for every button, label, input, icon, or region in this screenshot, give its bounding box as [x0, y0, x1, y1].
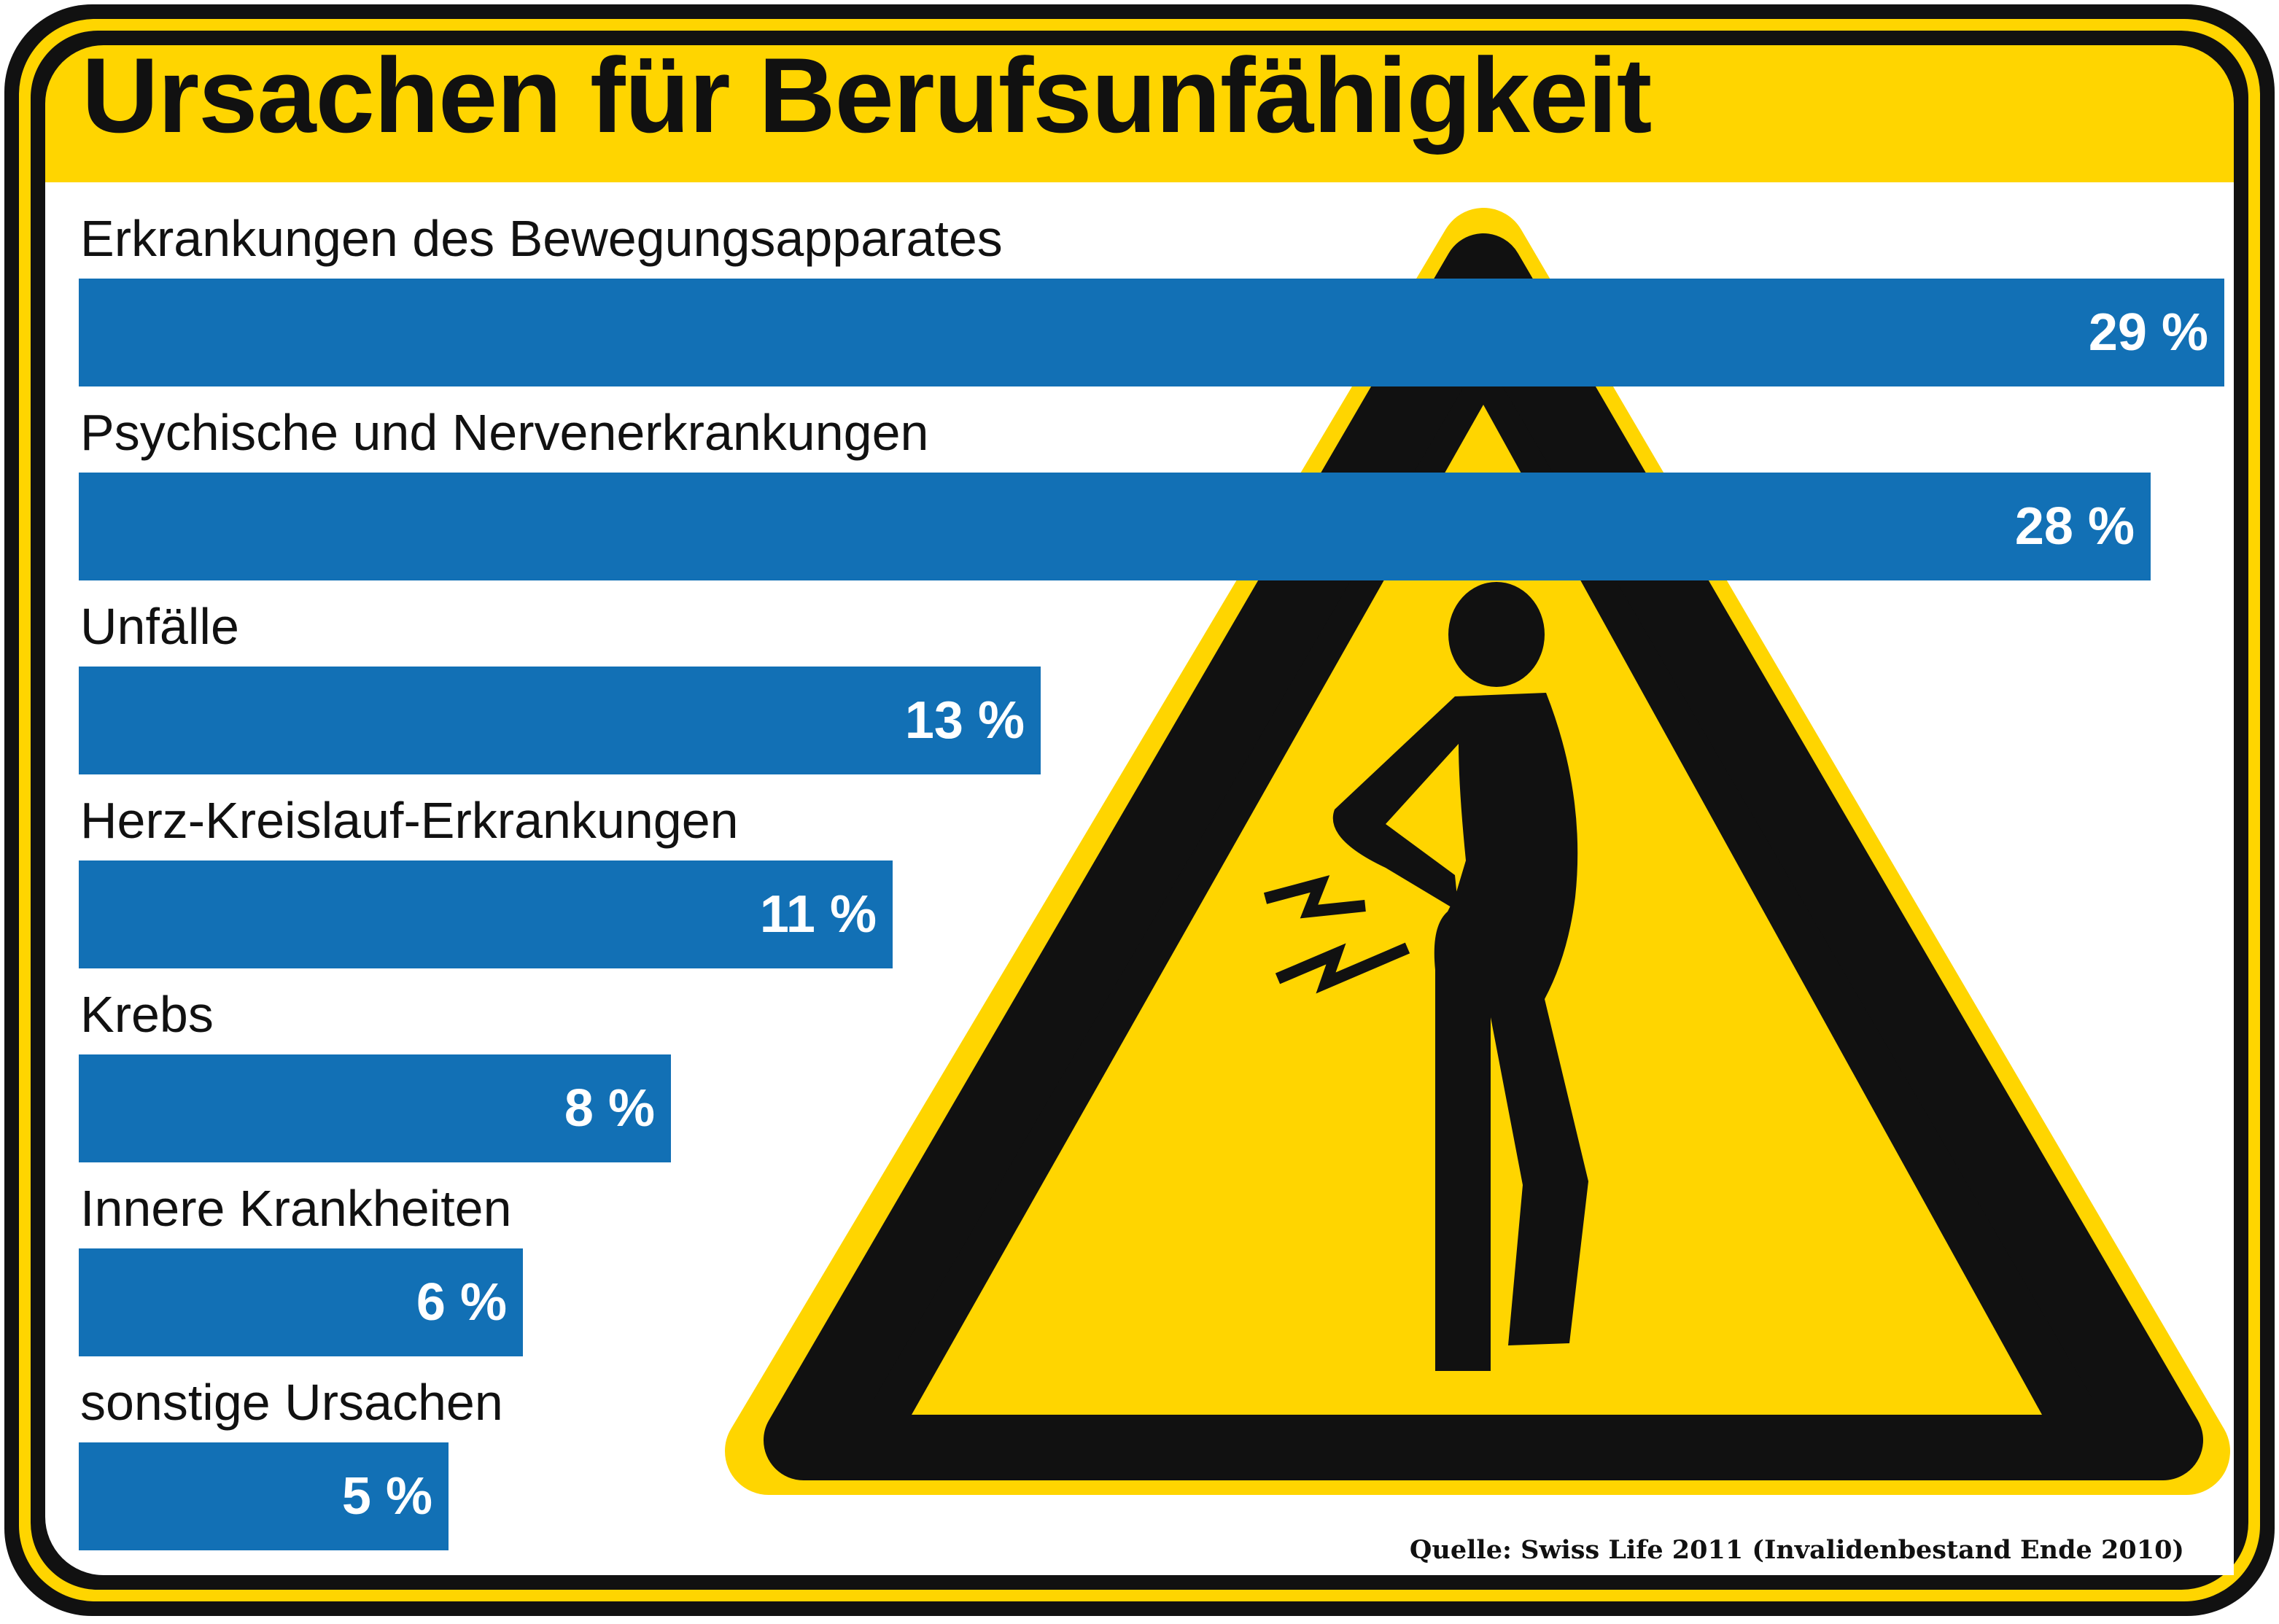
warning-triangle-back-pain-icon: [725, 208, 2230, 1495]
back-pain-figure-icon: [1263, 582, 1588, 1371]
value-label: 11 %: [759, 885, 877, 944]
bar: [79, 1442, 449, 1550]
bar: [79, 279, 2224, 386]
category-label: Erkrankungen des Bewegungsapparates: [80, 210, 1003, 267]
value-label: 8 %: [564, 1079, 655, 1138]
category-label: Psychische und Nervenerkrankungen: [80, 404, 929, 461]
category-label: Unfälle: [80, 598, 239, 655]
category-label: Innere Krankheiten: [80, 1180, 512, 1237]
chart-title: Ursachen für Berufsunfähigkeit: [82, 36, 1652, 155]
category-label: Krebs: [80, 986, 214, 1043]
value-label: 6 %: [416, 1273, 507, 1332]
title-band: [45, 45, 2234, 182]
value-label: 29 %: [2088, 303, 2208, 362]
bar: [79, 860, 893, 968]
pain-bolt-lower: [1275, 942, 1410, 994]
value-label: 28 %: [2014, 497, 2135, 556]
category-label: Herz-Kreislauf-Erkrankungen: [80, 792, 739, 849]
bar: [79, 667, 1041, 774]
value-label: 5 %: [341, 1467, 432, 1526]
bar: [79, 1248, 523, 1356]
value-label: 13 %: [904, 691, 1025, 750]
bar: [79, 1054, 671, 1162]
pain-bolt-upper: [1263, 875, 1366, 919]
bar: [79, 473, 2151, 580]
category-label: sonstige Ursachen: [80, 1374, 503, 1431]
source-note: Quelle: Swiss Life 2011 (Invalidenbestan…: [1409, 1535, 2184, 1565]
